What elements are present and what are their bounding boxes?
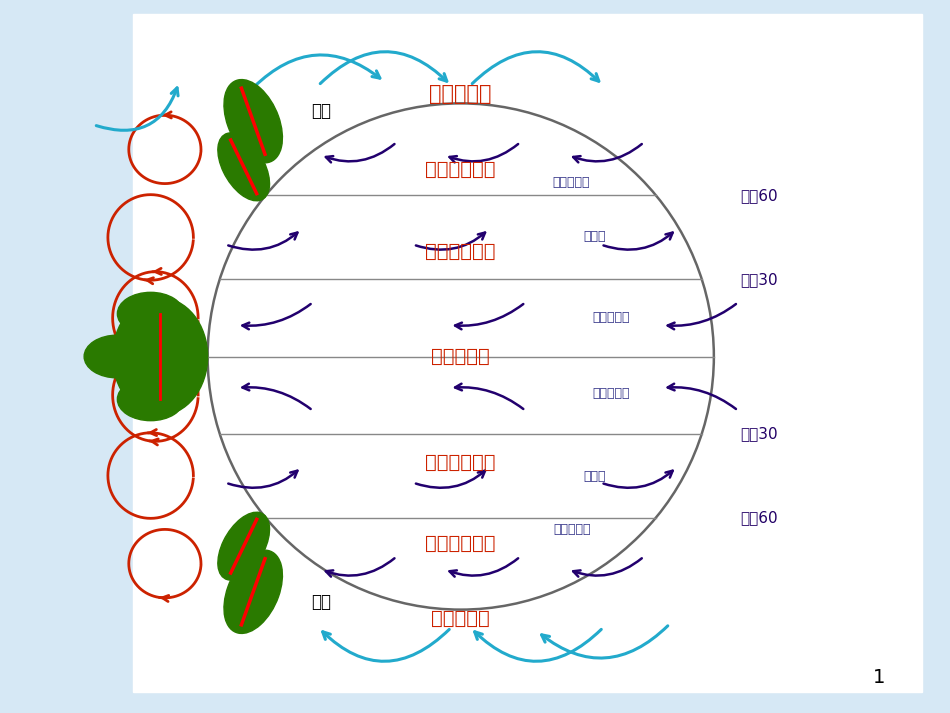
Text: 东南信风带: 东南信风带: [592, 387, 630, 400]
Text: 南纬30: 南纬30: [740, 426, 778, 441]
Text: 赤道低压带: 赤道低压带: [431, 347, 490, 366]
Text: 极地高压带: 极地高压带: [431, 610, 490, 628]
Text: 北纬60: 北纬60: [740, 188, 778, 203]
Ellipse shape: [113, 298, 208, 415]
Ellipse shape: [224, 80, 282, 163]
Ellipse shape: [118, 378, 184, 421]
Text: 极锋: 极锋: [312, 593, 332, 612]
Text: 极地东风带: 极地东风带: [553, 523, 591, 535]
Text: 副热带高压带: 副热带高压带: [426, 242, 496, 260]
Text: 北纬30: 北纬30: [740, 272, 778, 287]
Text: 副热带高压带: 副热带高压带: [426, 453, 496, 471]
Bar: [133, 14, 922, 692]
Ellipse shape: [118, 292, 184, 335]
Text: 1: 1: [872, 668, 885, 687]
Text: 南纬60: 南纬60: [740, 510, 778, 525]
Text: 极地高压带: 极地高压带: [429, 84, 492, 104]
Text: 副极地低压带: 副极地低压带: [426, 160, 496, 179]
Text: 极锋: 极锋: [312, 101, 332, 120]
Text: 副极地低压带: 副极地低压带: [426, 534, 496, 553]
Text: 极地东风带: 极地东风带: [552, 176, 590, 189]
Text: 东北信风带: 东北信风带: [592, 311, 630, 324]
Text: 西风带: 西风带: [583, 230, 606, 243]
Ellipse shape: [85, 335, 151, 378]
Ellipse shape: [224, 550, 282, 633]
Text: 西风带: 西风带: [583, 470, 606, 483]
Ellipse shape: [218, 512, 270, 580]
Ellipse shape: [218, 133, 270, 201]
